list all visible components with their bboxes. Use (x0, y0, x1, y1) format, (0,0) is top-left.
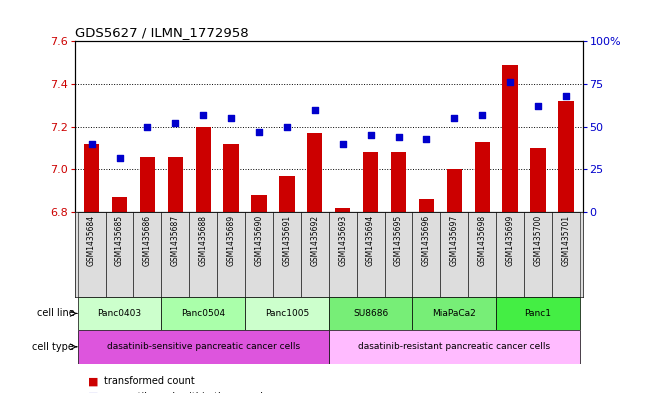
Bar (503, 65, 518, 212)
Text: GSM1435701: GSM1435701 (561, 215, 570, 266)
Text: Panc0504: Panc0504 (181, 309, 225, 318)
Text: MiaPaCa2: MiaPaCa2 (432, 309, 476, 318)
Point (365, 132, 376, 138)
Bar (245, 297, 329, 330)
Text: dasatinib-resistant pancreatic cancer cells: dasatinib-resistant pancreatic cancer ce… (358, 342, 550, 351)
Text: percentile rank within the sample: percentile rank within the sample (104, 392, 269, 393)
Point (142, 123, 152, 130)
Bar (496, 212, 524, 297)
Bar (223, 144, 239, 212)
Point (87, 141, 97, 147)
Bar (77, 330, 329, 364)
Text: Panc1005: Panc1005 (265, 309, 309, 318)
Bar (329, 212, 357, 297)
Bar (84, 144, 99, 212)
Text: GSM1435693: GSM1435693 (339, 215, 347, 266)
Point (505, 79, 516, 85)
Text: GSM1435690: GSM1435690 (255, 215, 264, 266)
Bar (419, 199, 434, 212)
Bar (413, 212, 440, 297)
Bar (363, 152, 378, 212)
Text: GSM1435699: GSM1435699 (506, 215, 514, 266)
Text: GSM1435695: GSM1435695 (394, 215, 403, 266)
Point (310, 107, 320, 113)
Bar (413, 297, 496, 330)
Text: GSM1435700: GSM1435700 (534, 215, 542, 266)
Bar (391, 152, 406, 212)
Bar (496, 297, 580, 330)
Text: Panc1: Panc1 (525, 309, 551, 318)
Text: Panc0403: Panc0403 (98, 309, 141, 318)
Bar (357, 212, 385, 297)
Text: cell type: cell type (33, 342, 74, 352)
Bar (531, 148, 546, 212)
Bar (335, 208, 350, 212)
Bar (140, 157, 155, 212)
Point (393, 134, 404, 140)
Bar (161, 212, 189, 297)
Point (115, 154, 125, 161)
Bar (440, 212, 468, 297)
Text: dasatinib-sensitive pancreatic cancer cells: dasatinib-sensitive pancreatic cancer ce… (107, 342, 299, 351)
Bar (195, 127, 211, 212)
Point (226, 115, 236, 121)
Text: GSM1435686: GSM1435686 (143, 215, 152, 266)
Text: GSM1435696: GSM1435696 (422, 215, 431, 266)
Bar (168, 157, 183, 212)
Text: GSM1435697: GSM1435697 (450, 215, 459, 266)
Bar (329, 330, 580, 364)
Point (533, 103, 543, 109)
Point (421, 136, 432, 142)
Point (198, 112, 208, 118)
Text: cell line: cell line (36, 309, 74, 318)
Text: GSM1435685: GSM1435685 (115, 215, 124, 266)
Point (254, 129, 264, 135)
Point (282, 123, 292, 130)
Bar (245, 212, 273, 297)
Point (170, 120, 180, 127)
Text: transformed count: transformed count (104, 376, 195, 386)
Bar (251, 195, 267, 212)
Bar (273, 212, 301, 297)
Bar (112, 197, 127, 212)
Bar (385, 212, 413, 297)
Bar (301, 212, 329, 297)
Point (561, 93, 571, 99)
Bar (475, 142, 490, 212)
Text: GDS5627 / ILMN_1772958: GDS5627 / ILMN_1772958 (75, 26, 249, 39)
Text: ■: ■ (88, 392, 98, 393)
Point (477, 112, 488, 118)
Bar (105, 212, 133, 297)
Bar (161, 297, 245, 330)
Bar (279, 176, 294, 212)
Text: GSM1435687: GSM1435687 (171, 215, 180, 266)
Bar (133, 212, 161, 297)
Bar (447, 169, 462, 212)
Bar (558, 101, 574, 212)
Bar (189, 212, 217, 297)
Text: GSM1435694: GSM1435694 (366, 215, 375, 266)
Text: SU8686: SU8686 (353, 309, 388, 318)
Text: GSM1435691: GSM1435691 (283, 215, 292, 266)
Text: GSM1435698: GSM1435698 (478, 215, 487, 266)
Bar (329, 297, 413, 330)
Point (449, 115, 460, 121)
Bar (307, 133, 322, 212)
Bar (468, 212, 496, 297)
Text: GSM1435692: GSM1435692 (311, 215, 319, 266)
Point (337, 141, 348, 147)
Text: GSM1435684: GSM1435684 (87, 215, 96, 266)
Text: ■: ■ (88, 376, 98, 386)
Bar (77, 212, 105, 297)
Text: GSM1435689: GSM1435689 (227, 215, 236, 266)
Bar (77, 297, 161, 330)
Bar (524, 212, 552, 297)
Bar (217, 212, 245, 297)
Text: GSM1435688: GSM1435688 (199, 215, 208, 266)
Bar (552, 212, 580, 297)
